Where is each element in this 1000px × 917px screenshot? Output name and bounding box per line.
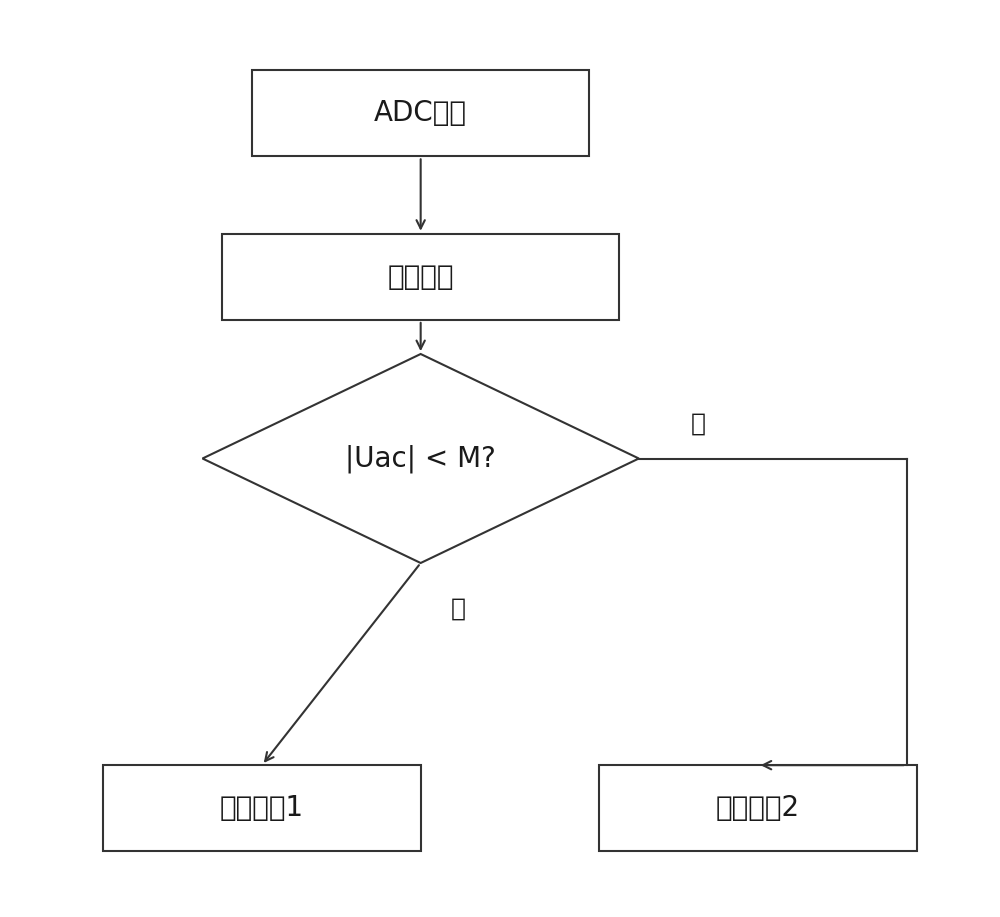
- Bar: [103, 765, 421, 852]
- Text: 环路控制: 环路控制: [387, 263, 454, 291]
- Bar: [252, 70, 589, 157]
- Text: |Uac| < M?: |Uac| < M?: [345, 444, 496, 473]
- Text: ADC采样: ADC采样: [374, 99, 467, 127]
- Text: 否: 否: [691, 412, 706, 436]
- Text: 是: 是: [450, 596, 465, 621]
- Polygon shape: [202, 354, 639, 563]
- Text: 调制方式1: 调制方式1: [220, 794, 304, 823]
- Bar: [599, 765, 916, 852]
- Bar: [222, 234, 619, 320]
- Text: 调制方式2: 调制方式2: [716, 794, 800, 823]
